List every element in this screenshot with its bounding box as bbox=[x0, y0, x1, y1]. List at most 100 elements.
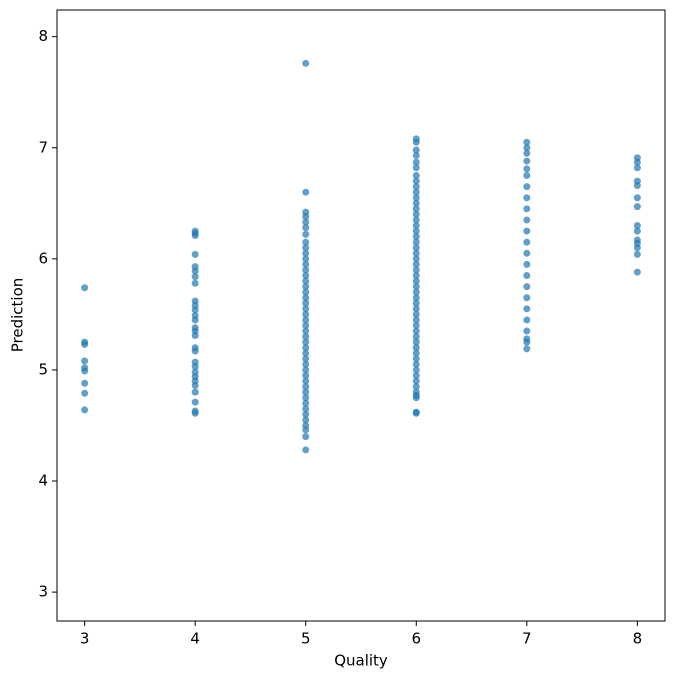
x-tick-label: 7 bbox=[522, 630, 532, 648]
point bbox=[412, 183, 420, 191]
point bbox=[412, 283, 420, 291]
point bbox=[412, 249, 420, 257]
point bbox=[523, 138, 531, 146]
y-tick-label: 6 bbox=[38, 249, 48, 267]
point bbox=[302, 383, 310, 391]
point bbox=[412, 377, 420, 385]
point bbox=[412, 366, 420, 374]
point bbox=[302, 260, 310, 268]
point bbox=[412, 210, 420, 218]
point bbox=[191, 363, 199, 371]
point bbox=[81, 367, 89, 375]
point bbox=[523, 183, 531, 191]
point bbox=[302, 349, 310, 357]
point bbox=[81, 284, 89, 292]
point bbox=[412, 394, 420, 402]
point bbox=[633, 194, 641, 202]
point bbox=[412, 383, 420, 391]
point bbox=[412, 152, 420, 160]
point bbox=[302, 266, 310, 274]
point bbox=[523, 260, 531, 268]
point bbox=[191, 381, 199, 389]
point bbox=[302, 446, 310, 454]
x-tick-label: 5 bbox=[301, 630, 311, 648]
point bbox=[523, 316, 531, 324]
point bbox=[302, 244, 310, 252]
point bbox=[412, 288, 420, 296]
point bbox=[412, 199, 420, 207]
point bbox=[633, 268, 641, 276]
y-tick-label: 3 bbox=[38, 583, 48, 601]
y-tick-label: 5 bbox=[38, 360, 48, 378]
point bbox=[191, 279, 199, 287]
point bbox=[412, 327, 420, 335]
point bbox=[302, 333, 310, 341]
point bbox=[412, 355, 420, 363]
point bbox=[191, 273, 199, 281]
point bbox=[412, 177, 420, 185]
x-tick-label: 6 bbox=[411, 630, 421, 648]
point bbox=[302, 433, 310, 441]
point bbox=[302, 394, 310, 402]
point bbox=[302, 416, 310, 424]
point bbox=[412, 333, 420, 341]
point bbox=[633, 203, 641, 211]
x-tick-label: 3 bbox=[80, 630, 90, 648]
point bbox=[302, 188, 310, 196]
point bbox=[191, 331, 199, 339]
point bbox=[523, 205, 531, 213]
point bbox=[633, 158, 641, 166]
point bbox=[302, 405, 310, 413]
point bbox=[412, 172, 420, 180]
point bbox=[191, 250, 199, 258]
point bbox=[81, 340, 89, 348]
y-axis-label: Prediction bbox=[9, 278, 27, 353]
point bbox=[302, 327, 310, 335]
point bbox=[302, 224, 310, 232]
point bbox=[302, 59, 310, 67]
point bbox=[412, 321, 420, 329]
point bbox=[412, 138, 420, 146]
point bbox=[302, 255, 310, 263]
point bbox=[81, 379, 89, 387]
point bbox=[523, 194, 531, 202]
point bbox=[412, 338, 420, 346]
point bbox=[633, 222, 641, 230]
point bbox=[191, 232, 199, 240]
point bbox=[523, 172, 531, 180]
point bbox=[302, 310, 310, 318]
y-tick-label: 4 bbox=[38, 472, 48, 490]
point bbox=[302, 338, 310, 346]
x-axis-label: Quality bbox=[334, 652, 388, 670]
point bbox=[302, 230, 310, 238]
point bbox=[302, 321, 310, 329]
point bbox=[412, 238, 420, 246]
point bbox=[302, 272, 310, 280]
point bbox=[523, 165, 531, 173]
point bbox=[633, 244, 641, 252]
point bbox=[412, 244, 420, 252]
point bbox=[81, 406, 89, 414]
point bbox=[523, 157, 531, 165]
x-tick-label: 4 bbox=[190, 630, 200, 648]
x-tick-label: 8 bbox=[633, 630, 643, 648]
y-tick-label: 8 bbox=[38, 27, 48, 45]
point bbox=[633, 227, 641, 235]
point bbox=[302, 299, 310, 307]
point bbox=[302, 218, 310, 226]
point bbox=[302, 426, 310, 434]
point bbox=[302, 388, 310, 396]
point bbox=[302, 360, 310, 368]
point bbox=[302, 213, 310, 221]
point bbox=[412, 266, 420, 274]
point bbox=[412, 255, 420, 263]
point bbox=[191, 409, 199, 417]
point bbox=[81, 357, 89, 365]
point bbox=[302, 377, 310, 385]
point bbox=[412, 294, 420, 302]
point bbox=[412, 260, 420, 268]
point bbox=[412, 164, 420, 172]
point bbox=[523, 272, 531, 280]
point bbox=[523, 144, 531, 152]
